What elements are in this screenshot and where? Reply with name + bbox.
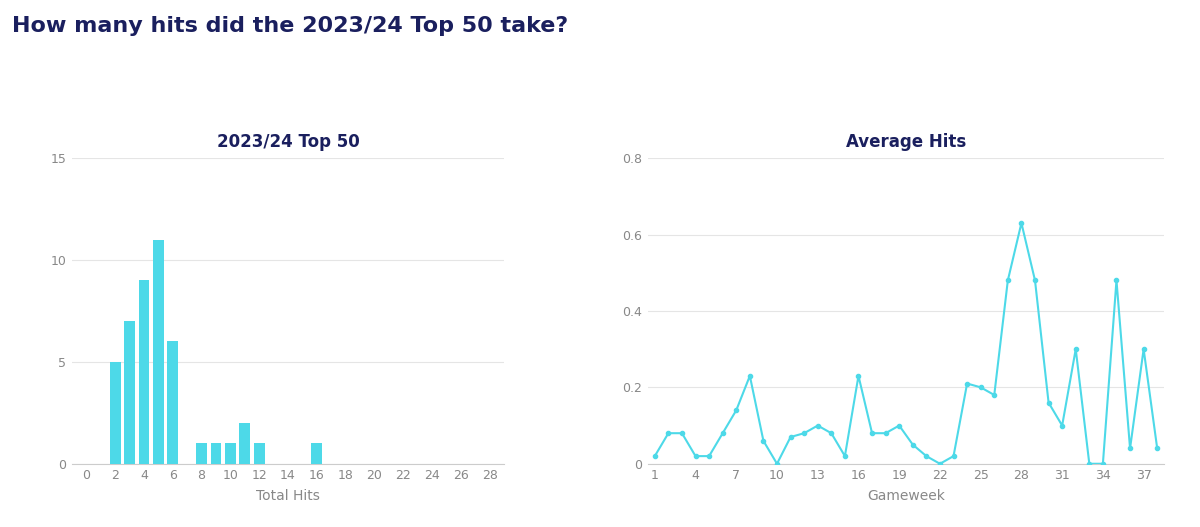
Title: Average Hits: Average Hits xyxy=(846,133,966,151)
X-axis label: Gameweek: Gameweek xyxy=(868,489,944,503)
X-axis label: Total Hits: Total Hits xyxy=(256,489,320,503)
Bar xyxy=(312,443,322,464)
Title: 2023/24 Top 50: 2023/24 Top 50 xyxy=(217,133,359,151)
Bar xyxy=(240,423,251,464)
Bar xyxy=(110,362,121,464)
Bar xyxy=(254,443,265,464)
Bar xyxy=(154,240,163,464)
Bar xyxy=(211,443,222,464)
Bar xyxy=(139,280,150,464)
Text: How many hits did the 2023/24 Top 50 take?: How many hits did the 2023/24 Top 50 tak… xyxy=(12,16,569,36)
Bar xyxy=(125,321,136,464)
Bar xyxy=(197,443,208,464)
Bar xyxy=(226,443,236,464)
Bar xyxy=(168,341,179,464)
